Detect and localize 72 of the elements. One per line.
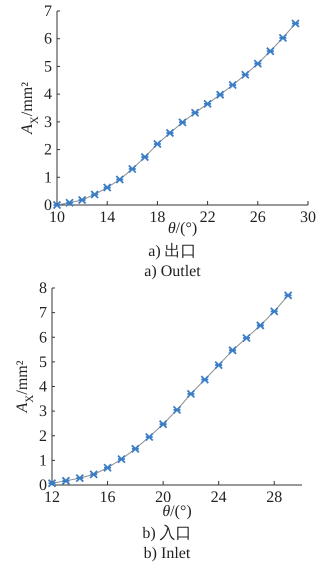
x-tick-label: 26 bbox=[250, 209, 266, 226]
point bbox=[242, 334, 251, 342]
y-tick-label: 6 bbox=[39, 329, 47, 346]
point bbox=[117, 454, 126, 464]
point bbox=[140, 152, 150, 162]
x-tick-label: 22 bbox=[200, 209, 216, 226]
point bbox=[256, 321, 265, 330]
point bbox=[65, 198, 74, 208]
point bbox=[270, 306, 279, 316]
x-tick-label: 30 bbox=[300, 209, 316, 226]
y-tick-label: 3 bbox=[39, 403, 47, 420]
x-tick-label: 18 bbox=[149, 209, 166, 226]
y-tick-label: 3 bbox=[44, 114, 52, 131]
x-tick-label: 12 bbox=[44, 489, 60, 506]
text: b) 入口 bbox=[142, 524, 192, 542]
point bbox=[178, 118, 187, 127]
y-tick-label: 5 bbox=[44, 58, 52, 76]
y-tick-label: 5 bbox=[39, 354, 47, 371]
x-tick-label: 28 bbox=[266, 489, 282, 506]
y-tick-label: 1 bbox=[39, 452, 47, 470]
point bbox=[266, 46, 275, 56]
point bbox=[278, 33, 288, 42]
x-axis-title: θ/(°) bbox=[162, 503, 192, 520]
point bbox=[144, 432, 154, 442]
point bbox=[228, 346, 237, 355]
point bbox=[158, 420, 168, 429]
point bbox=[128, 164, 137, 174]
y-tick-label: 7 bbox=[44, 3, 52, 20]
x-tick-label: 24 bbox=[210, 489, 227, 506]
y-tick-label: 7 bbox=[39, 304, 47, 322]
point bbox=[200, 375, 210, 384]
point bbox=[216, 90, 225, 100]
point bbox=[214, 360, 224, 370]
y-tick-label: 2 bbox=[39, 428, 47, 445]
text: b) Inlet bbox=[144, 545, 191, 562]
point bbox=[240, 70, 250, 80]
y-tick-label: 2 bbox=[44, 142, 52, 159]
y-tick-label: 1 bbox=[44, 169, 52, 186]
point bbox=[90, 190, 100, 199]
point bbox=[190, 108, 200, 118]
y-tick-label: 0 bbox=[39, 477, 47, 494]
point bbox=[75, 474, 84, 483]
x-tick-label: 16 bbox=[100, 489, 116, 506]
point bbox=[48, 478, 56, 488]
y-tick-label: 4 bbox=[44, 86, 52, 104]
point bbox=[115, 175, 124, 184]
point bbox=[61, 476, 70, 486]
point bbox=[166, 128, 174, 138]
point bbox=[130, 444, 140, 454]
point bbox=[291, 19, 300, 28]
y-tick-label: 4 bbox=[39, 378, 47, 396]
y-tick-label: 0 bbox=[44, 197, 52, 214]
x-tick-label: 20 bbox=[155, 489, 172, 506]
point bbox=[228, 80, 238, 90]
y-tick-label: 6 bbox=[44, 30, 52, 48]
point bbox=[172, 405, 182, 414]
point bbox=[153, 140, 162, 148]
point bbox=[186, 389, 196, 398]
y-tick-label: 8 bbox=[39, 280, 47, 297]
x-tick-label: 10 bbox=[49, 209, 65, 226]
text: a) Outlet bbox=[144, 263, 202, 280]
text: a) 出口 bbox=[148, 242, 197, 260]
point bbox=[52, 200, 62, 210]
point bbox=[89, 470, 98, 479]
point bbox=[102, 183, 112, 192]
x-tick-label: 14 bbox=[99, 209, 116, 226]
point bbox=[284, 290, 293, 300]
point bbox=[253, 59, 262, 68]
point bbox=[203, 99, 212, 108]
x-axis-title: θ/(°) bbox=[168, 220, 198, 237]
point bbox=[78, 196, 86, 204]
point bbox=[103, 463, 112, 472]
